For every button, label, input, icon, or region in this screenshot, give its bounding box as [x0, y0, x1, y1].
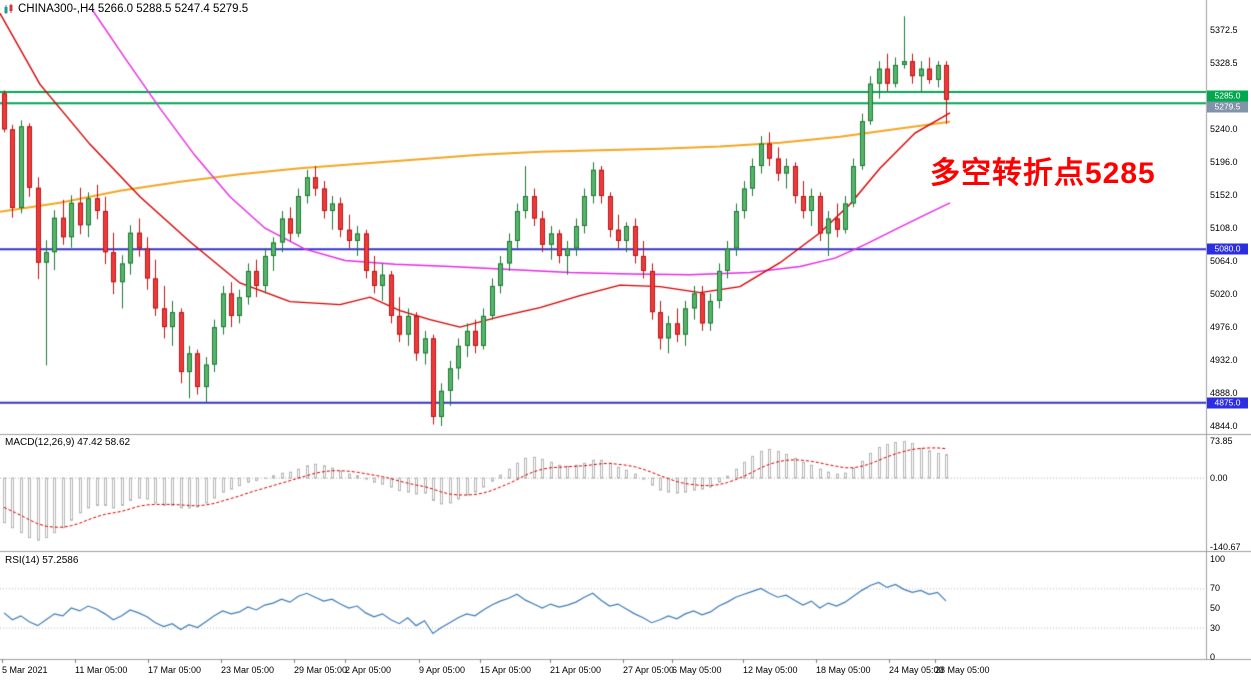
- rsi-tick-label: 30: [1210, 622, 1221, 633]
- symbol-chart-icon: [4, 4, 14, 14]
- price-tick-label: 4976.0: [1210, 322, 1238, 333]
- macd-tick-label: 73.85: [1210, 436, 1233, 447]
- time-tick-label: 18 May 05:00: [816, 665, 871, 675]
- macd-tick-label: 0.00: [1210, 472, 1228, 483]
- rsi-tick-label: 50: [1210, 603, 1221, 613]
- chart-header: CHINA300-,H4 5266.0 5288.5 5247.4 5279.5: [4, 3, 248, 15]
- price-badge-5080.0: 5080.0: [1207, 243, 1248, 255]
- price-tick-label: 5108.0: [1210, 223, 1238, 234]
- time-tick-label: 5 Mar 2021: [2, 665, 48, 675]
- time-axis[interactable]: 5 Mar 2021 11 Mar 05:00 17 Mar 05:00 23 Mar…: [0, 660, 1251, 685]
- time-tick-label: 9 Apr 05:00: [419, 665, 466, 675]
- price-tick-label: 4844.0: [1210, 421, 1238, 431]
- price-tick-label: 5064.0: [1210, 256, 1238, 267]
- price-tick-label: 5372.5: [1210, 25, 1238, 36]
- time-tick-label: 2 Apr 05:00: [345, 665, 392, 675]
- price-badge-5279.5: 5279.5: [1207, 101, 1248, 113]
- time-tick-label: 17 Mar 05:00: [148, 665, 202, 675]
- price-tick-label: 5196.0: [1210, 157, 1238, 168]
- rsi-tick-label: 0: [1210, 652, 1216, 662]
- time-tick-label: 15 Apr 05:00: [480, 665, 532, 675]
- price-tick-label: 4888.0: [1210, 388, 1238, 399]
- time-tick-label: 21 Apr 05:00: [550, 665, 602, 675]
- time-tick-label: 6 May 05:00: [672, 665, 722, 675]
- rsi-tick-label: 70: [1210, 583, 1221, 594]
- price-tick-label: 5020.0: [1210, 289, 1238, 300]
- time-tick-label: 29 Mar 05:00: [294, 665, 348, 675]
- price-tick-label: 5240.0: [1210, 124, 1238, 135]
- rsi-indicator-label: RSI(14) 57.2586: [5, 555, 79, 566]
- price-tick-label: 5152.0: [1210, 190, 1238, 201]
- time-tick-label: 24 May 05:00: [889, 665, 944, 675]
- price-axis[interactable]: 5372.5 5328.5 5240.0 5196.0 5152.0 5108.0 5064…: [1207, 0, 1251, 662]
- time-tick-label: 28 May 05:00: [935, 665, 990, 675]
- time-tick-label: 11 Mar 05:00: [75, 665, 128, 675]
- price-tick-label: 5328.5: [1210, 58, 1238, 69]
- macd-tick-label: -140.67: [1210, 542, 1241, 553]
- price-badge-4875.0: 4875.0: [1207, 397, 1248, 409]
- symbol-ohlc-title: CHINA300-,H4 5266.0 5288.5 5247.4 5279.5: [18, 3, 249, 15]
- price-badge-5285.0: 5285.0: [1207, 90, 1248, 102]
- annotation-text[interactable]: 多空转折点5285: [930, 157, 1156, 190]
- time-tick-label: 23 Mar 05:00: [221, 665, 275, 675]
- time-tick-label: 12 May 05:00: [743, 665, 798, 675]
- time-tick-label: 27 Apr 05:00: [623, 665, 675, 675]
- macd-indicator-label: MACD(12,26,9) 47.42 58.62: [5, 437, 131, 448]
- rsi-tick-label: 100: [1210, 554, 1226, 564]
- price-tick-label: 4932.0: [1210, 355, 1238, 366]
